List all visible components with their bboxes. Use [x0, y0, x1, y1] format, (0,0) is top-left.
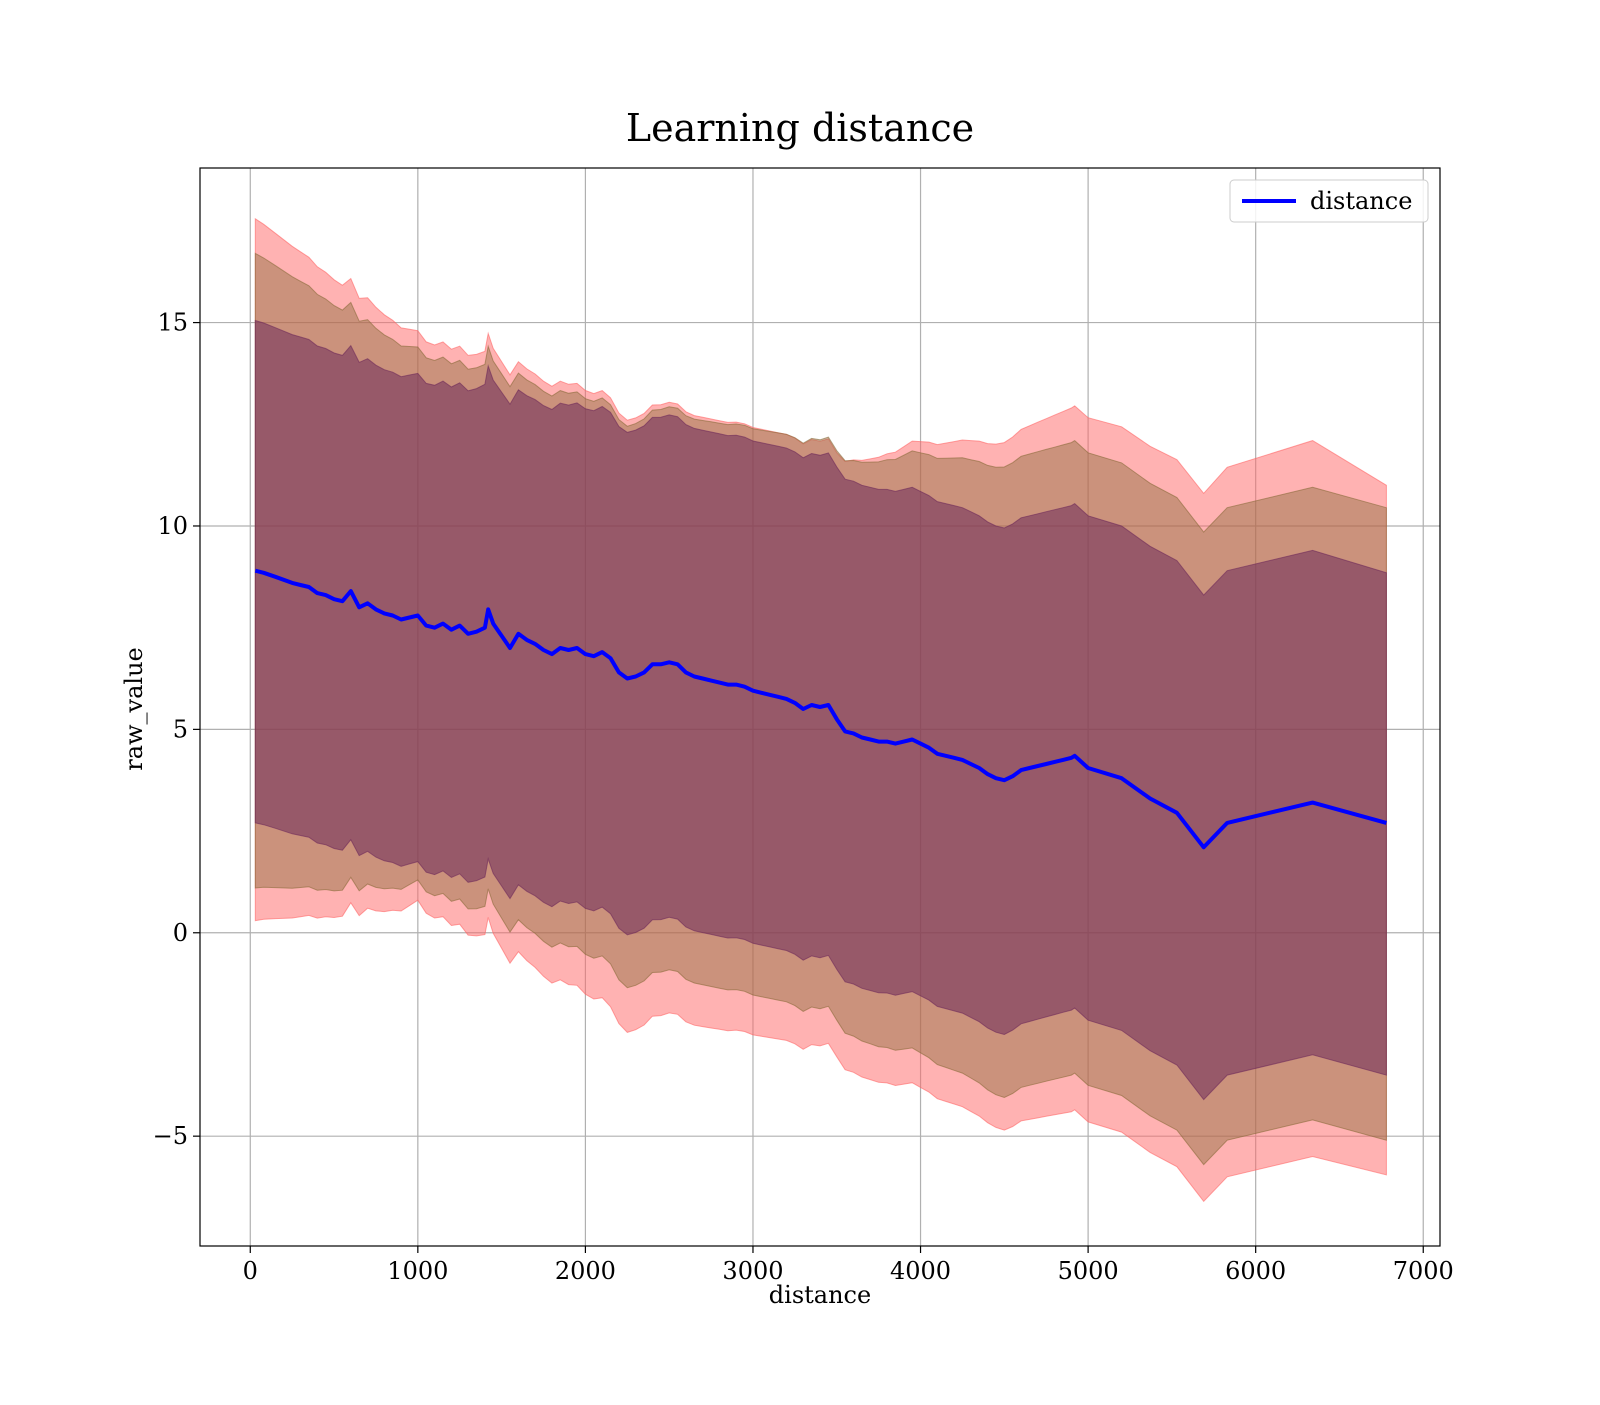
y-tick-label: 5	[173, 715, 188, 743]
x-tick-label: 0	[243, 1257, 258, 1285]
x-tick-label: 2000	[555, 1257, 616, 1285]
confidence-band	[254, 319, 1387, 1101]
y-tick-label: −5	[153, 1122, 188, 1150]
chart-title: Learning distance	[626, 106, 974, 150]
x-tick-label: 7000	[1393, 1257, 1454, 1285]
x-tick-label: 3000	[722, 1257, 783, 1285]
plot-area: 0 1000 2000 3000 4000 5000 6000 7000 −5 0 5 10 15 dis…	[153, 167, 1454, 1285]
axes-frame	[199, 167, 1441, 1247]
x-tick-label: 5000	[1058, 1257, 1119, 1285]
y-axis-label: raw_value	[120, 647, 148, 771]
y-tick-label: 15	[157, 309, 188, 337]
y-tick-label: 0	[173, 919, 188, 947]
x-axis-label: distance	[769, 1281, 871, 1309]
x-tick-label: 6000	[1225, 1257, 1286, 1285]
series-line-distance	[254, 568, 1387, 850]
legend-label-distance: distance	[1310, 187, 1412, 215]
legend-box	[1229, 179, 1429, 223]
x-tick-label: 4000	[890, 1257, 951, 1285]
x-tick-label: 1000	[387, 1257, 448, 1285]
y-tick-label: 10	[157, 512, 188, 540]
